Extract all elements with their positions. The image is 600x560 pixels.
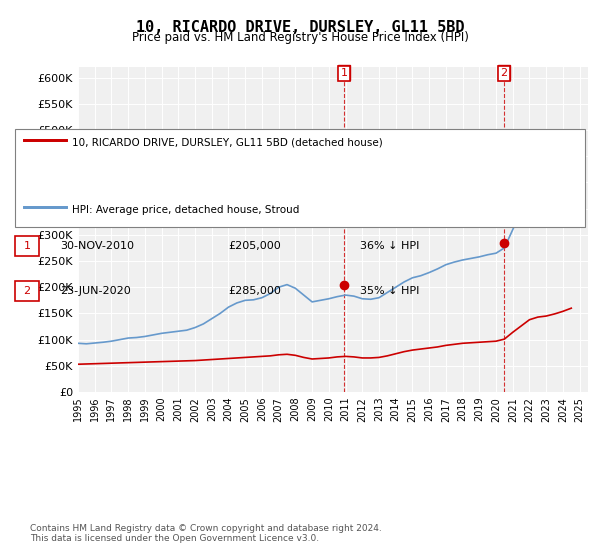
Text: 36% ↓ HPI: 36% ↓ HPI xyxy=(360,241,419,251)
Text: 35% ↓ HPI: 35% ↓ HPI xyxy=(360,286,419,296)
Text: £285,000: £285,000 xyxy=(228,286,281,296)
Text: HPI: Average price, detached house, Stroud: HPI: Average price, detached house, Stro… xyxy=(72,205,299,215)
Text: 2: 2 xyxy=(500,68,508,78)
Text: 30-NOV-2010: 30-NOV-2010 xyxy=(60,241,134,251)
Text: 2: 2 xyxy=(500,67,508,77)
Text: 10, RICARDO DRIVE, DURSLEY, GL11 5BD: 10, RICARDO DRIVE, DURSLEY, GL11 5BD xyxy=(136,20,464,35)
Text: 2: 2 xyxy=(23,286,31,296)
Text: 10, RICARDO DRIVE, DURSLEY, GL11 5BD (detached house): 10, RICARDO DRIVE, DURSLEY, GL11 5BD (de… xyxy=(72,138,383,148)
Text: 1: 1 xyxy=(23,241,31,251)
Text: 23-JUN-2020: 23-JUN-2020 xyxy=(60,286,131,296)
Text: Price paid vs. HM Land Registry's House Price Index (HPI): Price paid vs. HM Land Registry's House … xyxy=(131,31,469,44)
Text: 1: 1 xyxy=(341,67,348,77)
Text: 1: 1 xyxy=(341,68,348,78)
Text: £205,000: £205,000 xyxy=(228,241,281,251)
Text: Contains HM Land Registry data © Crown copyright and database right 2024.
This d: Contains HM Land Registry data © Crown c… xyxy=(30,524,382,543)
